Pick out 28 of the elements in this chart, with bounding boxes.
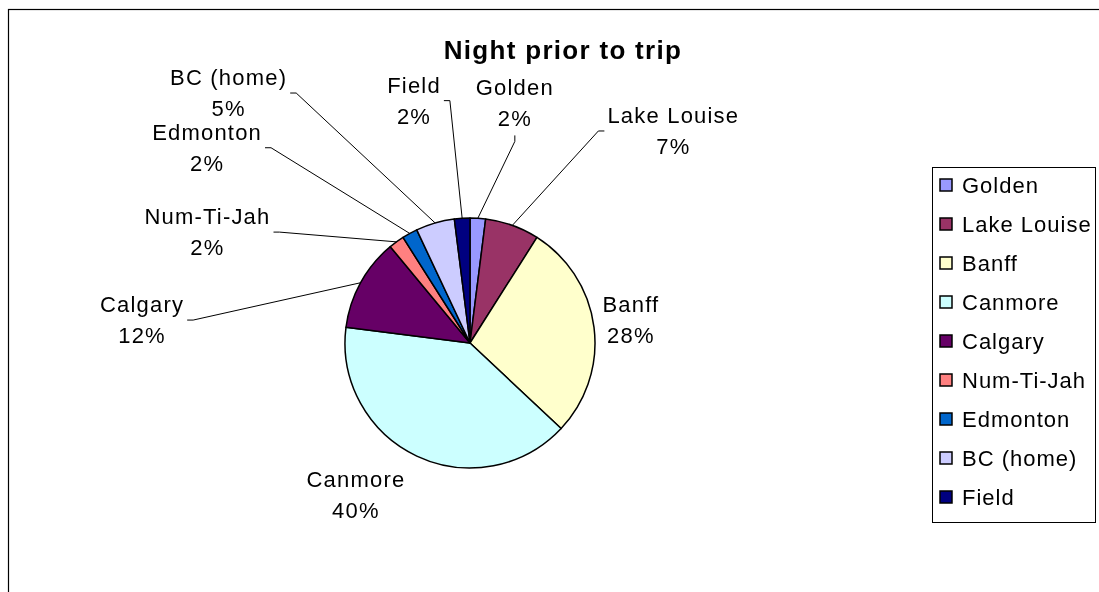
legend-label: Banff (962, 250, 1018, 276)
data-label: 5% (211, 96, 246, 122)
data-label: 2% (190, 235, 225, 261)
data-label: 40% (332, 497, 380, 523)
slice-label: Edmonton (152, 119, 263, 145)
legend-label: Edmonton (962, 406, 1071, 432)
slice-label: Lake Louise (607, 102, 740, 128)
data-label: 28% (607, 323, 655, 349)
slice-label: BC (home) (170, 65, 288, 91)
data-label: 2% (497, 106, 532, 132)
data-label: 7% (656, 133, 691, 159)
legend-label: Lake Louise (962, 211, 1092, 237)
data-label: 12% (118, 323, 166, 349)
data-label: 2% (189, 150, 225, 176)
slice-label: Calgary (99, 292, 185, 318)
slice-label: Num-Ti-Jah (144, 204, 271, 230)
legend-label: Calgary (962, 328, 1045, 354)
slice-label: Banff (602, 292, 660, 318)
data-label: 2% (396, 103, 432, 129)
legend-label: Golden (962, 172, 1039, 198)
legend-label: BC (home) (962, 445, 1078, 471)
slice-label: Canmore (306, 466, 406, 492)
legend-label: Field (962, 484, 1015, 510)
legend-label: Num-Ti-Jah (962, 367, 1087, 393)
legend-label: Canmore (962, 289, 1060, 315)
chart-title: Night prior to trip (443, 35, 683, 65)
slice-label: Field (387, 72, 441, 98)
slice-label: Golden (475, 75, 554, 101)
